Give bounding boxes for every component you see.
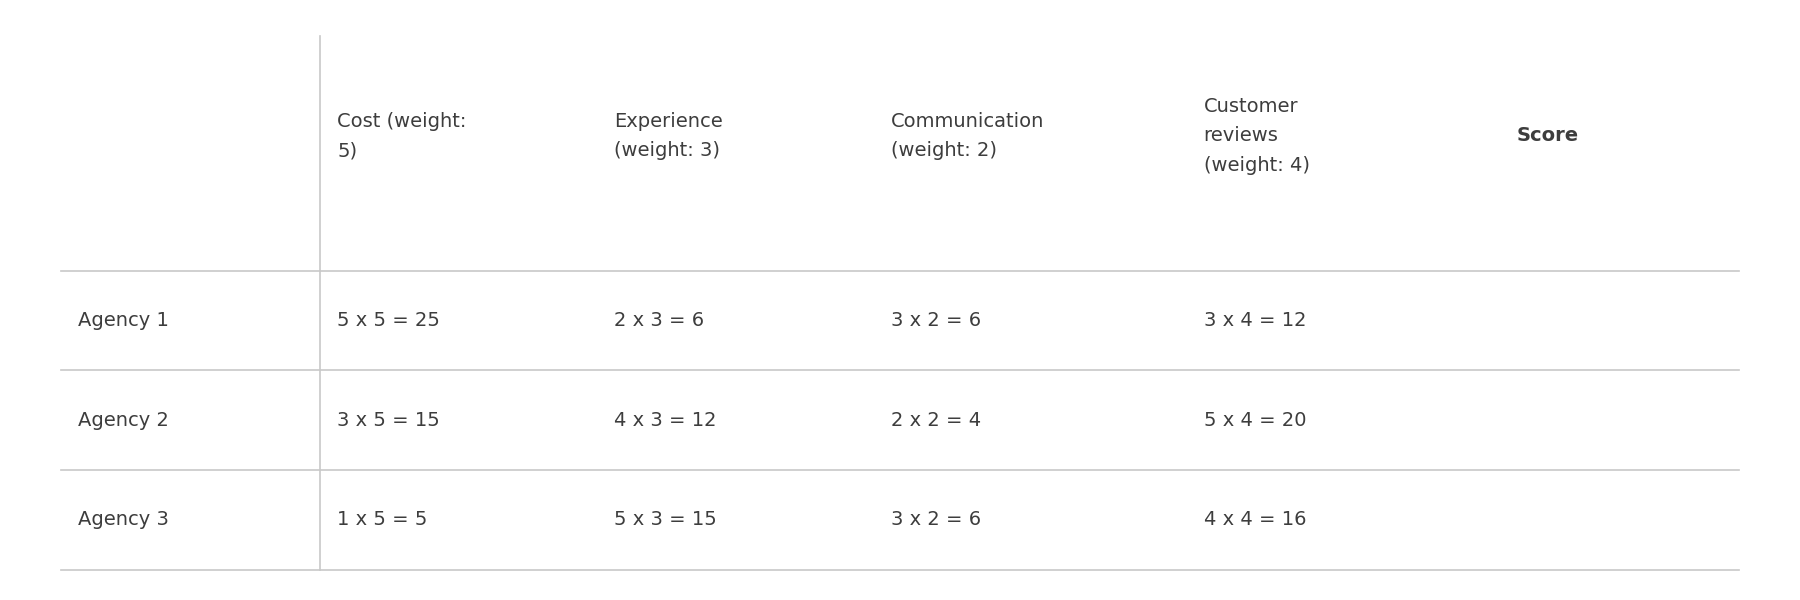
Text: 2 x 3 = 6: 2 x 3 = 6 — [614, 311, 704, 330]
Text: Experience
(weight: 3): Experience (weight: 3) — [614, 112, 724, 160]
Text: Customer
reviews
(weight: 4): Customer reviews (weight: 4) — [1204, 97, 1310, 175]
Text: Agency 1: Agency 1 — [79, 311, 169, 330]
Text: 3 x 5 = 15: 3 x 5 = 15 — [337, 410, 441, 430]
Text: 3 x 2 = 6: 3 x 2 = 6 — [891, 510, 981, 529]
Text: 4 x 3 = 12: 4 x 3 = 12 — [614, 410, 716, 430]
Text: Agency 2: Agency 2 — [79, 410, 169, 430]
Text: Cost (weight:
5): Cost (weight: 5) — [337, 112, 466, 160]
Text: 5 x 5 = 25: 5 x 5 = 25 — [337, 311, 441, 330]
Text: Agency 3: Agency 3 — [79, 510, 169, 529]
Text: Score: Score — [1516, 127, 1579, 145]
Text: 3 x 4 = 12: 3 x 4 = 12 — [1204, 311, 1307, 330]
Text: 1 x 5 = 5: 1 x 5 = 5 — [337, 510, 428, 529]
Text: Communication
(weight: 2): Communication (weight: 2) — [891, 112, 1044, 160]
Text: 5 x 3 = 15: 5 x 3 = 15 — [614, 510, 716, 529]
Text: 4 x 4 = 16: 4 x 4 = 16 — [1204, 510, 1307, 529]
Text: 3 x 2 = 6: 3 x 2 = 6 — [891, 311, 981, 330]
Text: 5 x 4 = 20: 5 x 4 = 20 — [1204, 410, 1307, 430]
Text: 2 x 2 = 4: 2 x 2 = 4 — [891, 410, 981, 430]
